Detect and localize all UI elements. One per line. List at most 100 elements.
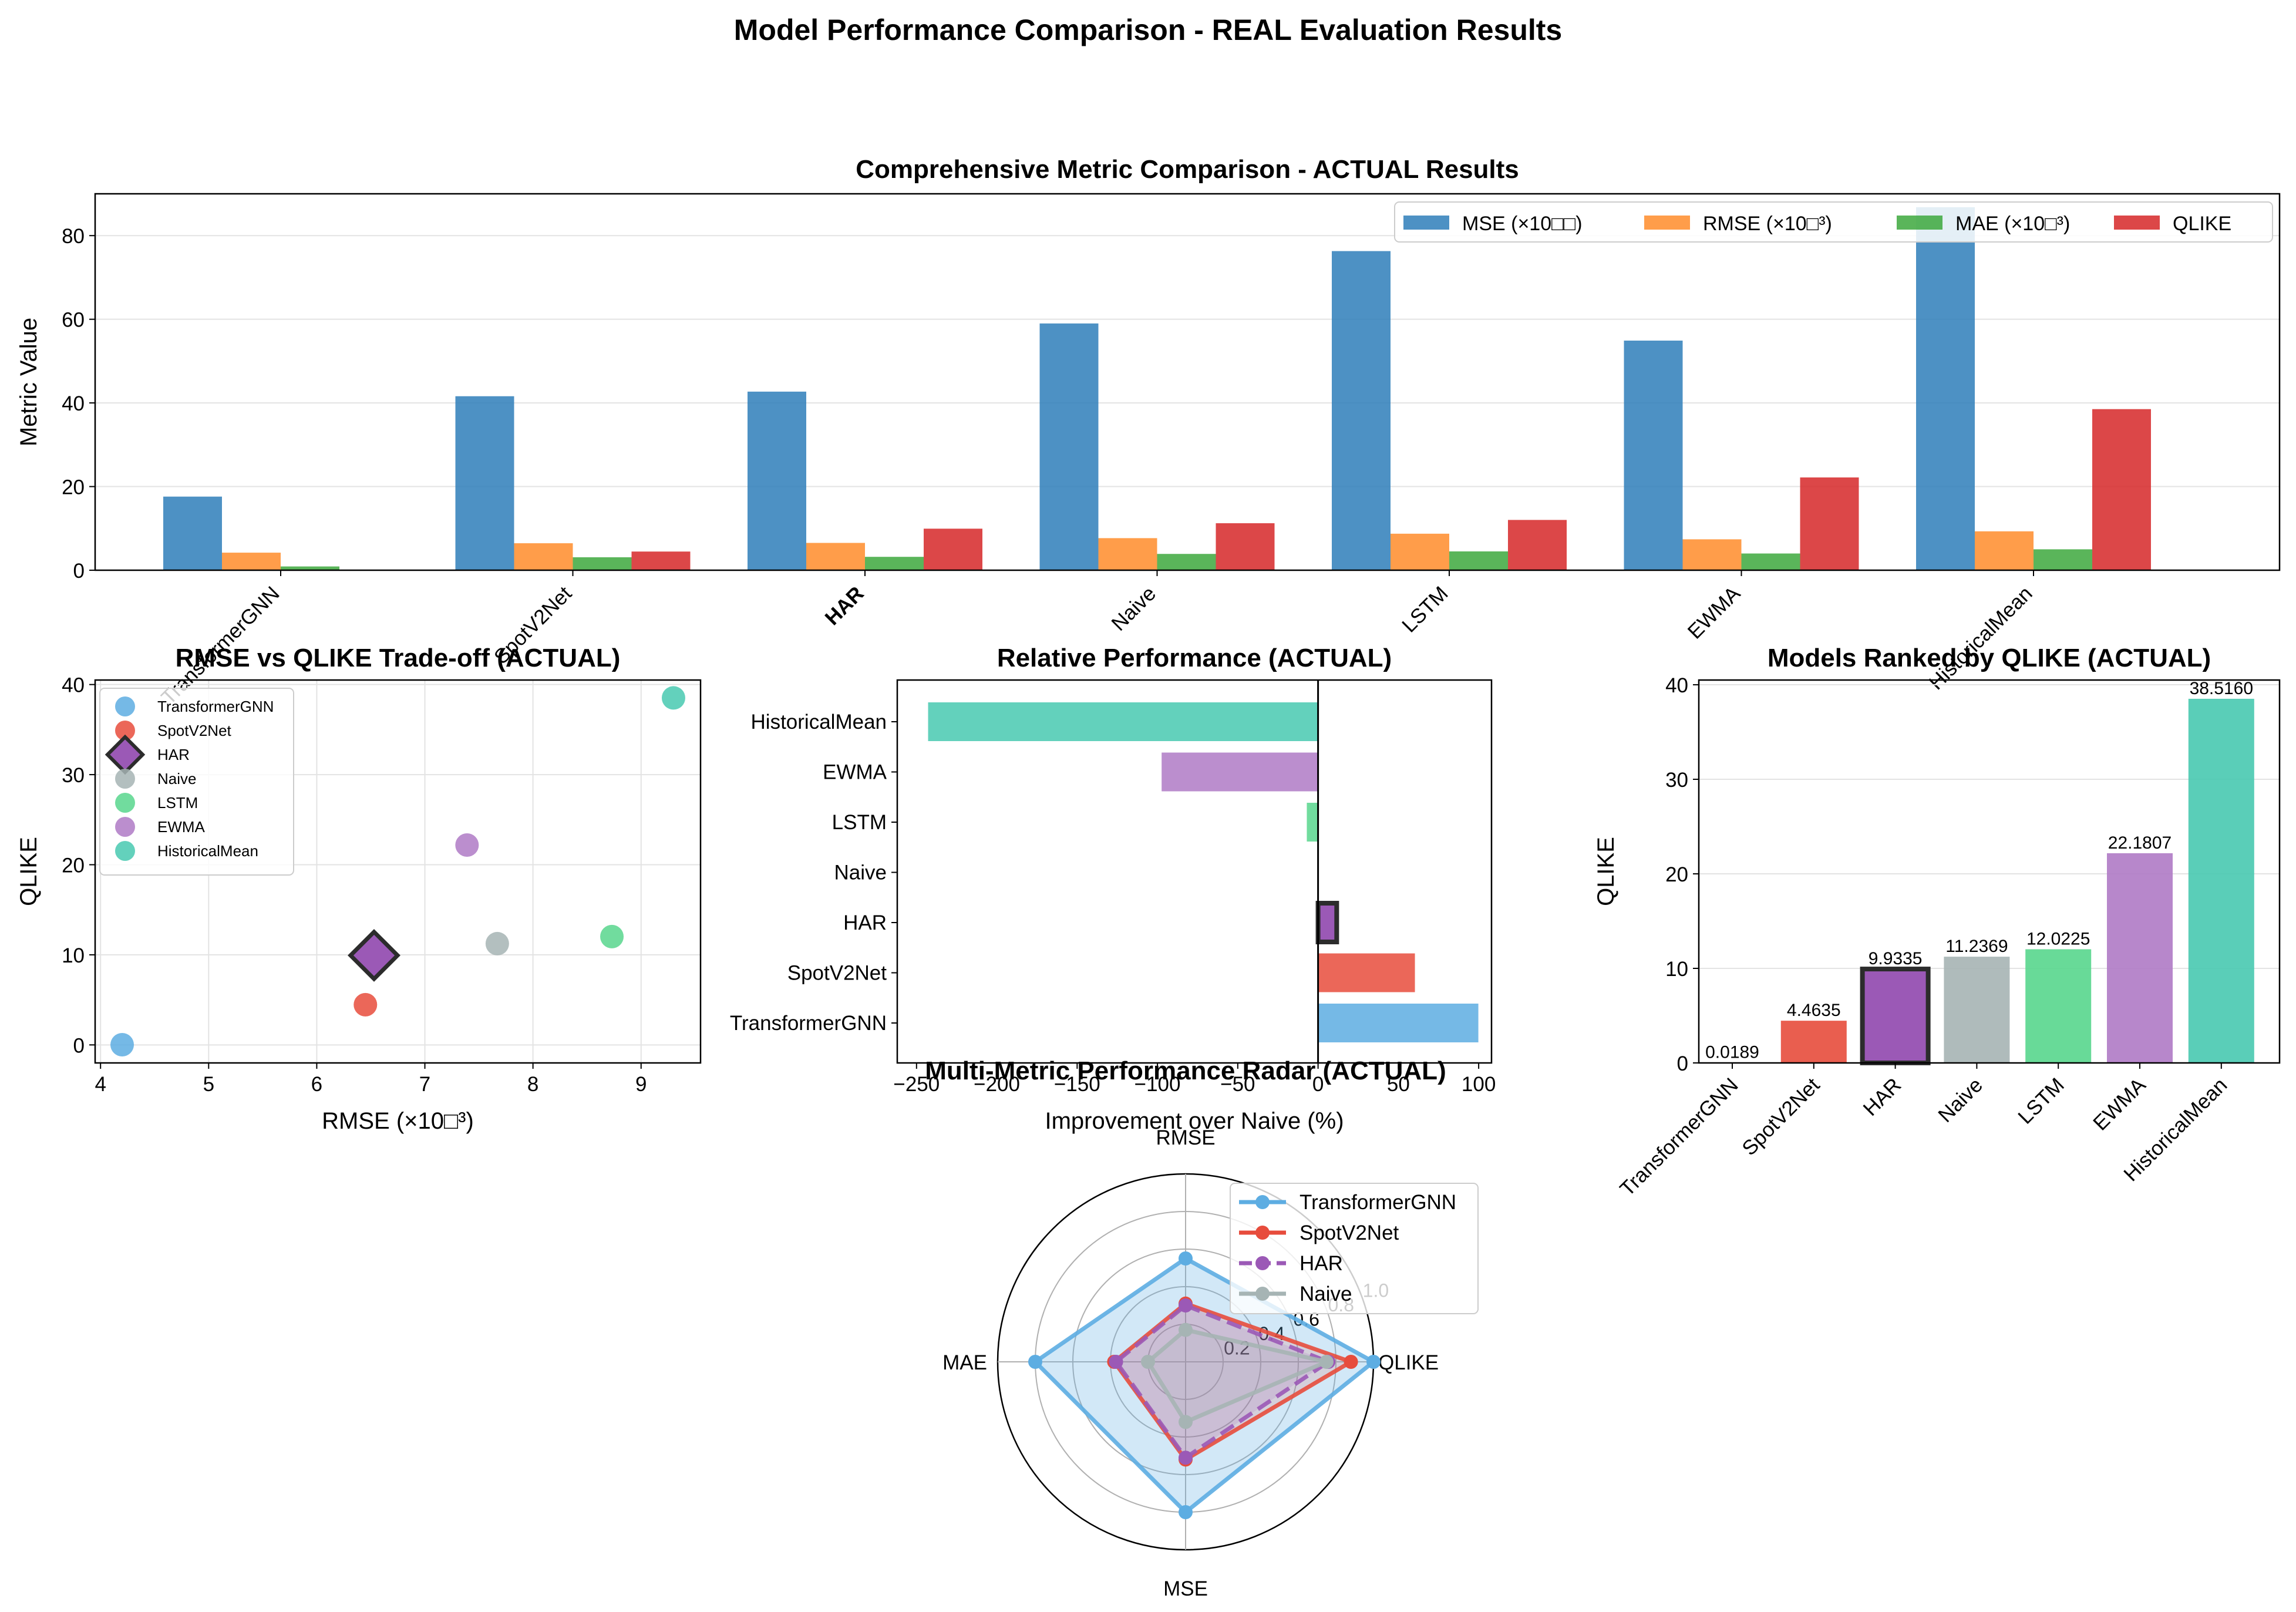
- scatter-point-spotv2net: [354, 992, 378, 1017]
- plot-frame: [1698, 679, 2281, 1064]
- radar-axis-label: QLIKE: [1378, 1351, 1439, 1374]
- legend-label: QLIKE: [2173, 213, 2231, 235]
- x-tick-label: 7: [419, 1073, 430, 1096]
- y-tick-label: 60: [62, 309, 85, 332]
- legend-label: Naive: [1300, 1283, 1352, 1305]
- legend-label: HistoricalMean: [157, 842, 258, 860]
- qlike-bar-historicalmean: [2188, 698, 2254, 1063]
- legend-marker: [1255, 1256, 1270, 1270]
- legend-swatch: [1644, 216, 1690, 230]
- legend-box: [1394, 201, 2273, 243]
- x-tick-label: −150: [1054, 1073, 1100, 1096]
- figure-suptitle: Model Performance Comparison - REAL Eval…: [734, 14, 1562, 46]
- data-label: 38.5160: [2190, 679, 2253, 698]
- qlike-bar-ewma: [2107, 853, 2173, 1063]
- bar-qlike: [924, 529, 982, 570]
- legend-marker: [115, 817, 135, 837]
- radar-point: [1141, 1355, 1155, 1369]
- data-label: 12.0225: [2026, 929, 2090, 948]
- bar-mae: [1449, 551, 1508, 570]
- scatter-point-har: [348, 928, 400, 982]
- y-tick-label: 40: [62, 674, 85, 697]
- y-tick-label: 80: [62, 225, 85, 248]
- x-tick-label: −50: [1220, 1073, 1255, 1096]
- bar-qlike: [1508, 520, 1567, 570]
- y-tick-label: HAR: [843, 911, 887, 934]
- scatter-point-lstm: [600, 924, 624, 948]
- scatter-point-naive: [485, 931, 509, 955]
- legend-marker: [1255, 1287, 1270, 1301]
- radar-point: [1366, 1355, 1381, 1369]
- bar-rmse: [1975, 531, 2034, 570]
- x-tick-label: 6: [311, 1073, 322, 1096]
- plot-frame: [94, 679, 702, 1064]
- y-tick-label: 0: [73, 1034, 85, 1057]
- y-tick-label: 10: [62, 944, 85, 967]
- radar-point: [1028, 1355, 1042, 1369]
- legend-label: SpotV2Net: [157, 722, 232, 739]
- legend-swatch: [1403, 216, 1449, 230]
- bar-mae: [573, 557, 632, 570]
- data-label: 22.1807: [2108, 833, 2172, 853]
- x-tick-label: 5: [203, 1073, 214, 1096]
- x-axis-label: RMSE (×10□³): [322, 1108, 474, 1134]
- bar-qlike: [2092, 409, 2151, 570]
- bar-mse: [1916, 207, 1975, 570]
- data-label: 4.4635: [1787, 1001, 1841, 1020]
- legend-marker: [1255, 1195, 1270, 1209]
- radar-point: [1179, 1451, 1193, 1465]
- bar-group: [163, 207, 2151, 570]
- relative-title: Relative Performance (ACTUAL): [997, 644, 1392, 672]
- bar-mae: [281, 566, 339, 570]
- x-tick-label: 100: [1462, 1073, 1496, 1096]
- legend-marker: [115, 721, 135, 741]
- qlike-bar-spotv2net: [1780, 1021, 1847, 1063]
- bar-rmse: [222, 553, 281, 570]
- y-axis-label: QLIKE: [16, 837, 42, 906]
- bar-rmse: [1098, 538, 1157, 570]
- legend-label: RMSE (×10□³): [1703, 213, 1832, 235]
- x-axis-label: Improvement over Naive (%): [1045, 1108, 1344, 1134]
- radar-point: [1344, 1355, 1358, 1369]
- scatter-point-transformergnn: [110, 1033, 134, 1057]
- legend: MSE (×10□□) RMSE (×10□³) MAE (×10□³) QLIKE: [1394, 201, 2273, 243]
- x-tick-label: −250: [893, 1073, 940, 1096]
- x-tick-label: 4: [95, 1073, 106, 1096]
- radar-point: [1179, 1415, 1193, 1429]
- legend-label: EWMA: [157, 818, 206, 836]
- radar-point: [1179, 1322, 1193, 1337]
- bar-mse: [455, 396, 514, 570]
- qlike-bar-har: [1860, 967, 1931, 1065]
- data-label: 11.2369: [1945, 937, 2008, 956]
- plot-frame: [94, 193, 2281, 571]
- y-tick-label: 30: [1665, 769, 1688, 792]
- legend-marker: [115, 696, 135, 716]
- hbar-transformergnn: [1318, 1004, 1479, 1042]
- bar-rmse: [1682, 539, 1742, 570]
- metric-comparison-panel: Comprehensive Metric Comparison - ACTUAL…: [16, 155, 2281, 709]
- legend-swatch: [1897, 216, 1942, 230]
- legend-label: TransformerGNN: [157, 698, 274, 715]
- x-tick-label: 50: [1387, 1073, 1410, 1096]
- bar-mae: [1157, 554, 1216, 570]
- radar-point: [1179, 1298, 1193, 1313]
- y-axis-label: Metric Value: [16, 318, 42, 446]
- legend-box: [1230, 1183, 1479, 1314]
- y-tick-label: HistoricalMean: [751, 711, 887, 733]
- bar-qlike: [631, 551, 691, 570]
- radar-axis-label: MAE: [942, 1351, 987, 1374]
- legend: TransformerGNN SpotV2Net HAR Naive: [1230, 1183, 1479, 1314]
- radar-point: [1319, 1355, 1334, 1369]
- qlike-bar-naive: [1944, 957, 2010, 1063]
- legend-label: MSE (×10□□): [1462, 213, 1583, 235]
- legend-marker: [115, 769, 135, 789]
- legend-label: HAR: [1300, 1252, 1343, 1275]
- ranked-title: Models Ranked by QLIKE (ACTUAL): [1768, 644, 2211, 672]
- y-tick-label: 40: [1665, 674, 1688, 697]
- y-tick-label: 30: [62, 764, 85, 787]
- y-tick-label: LSTM: [832, 811, 887, 834]
- radar-axis-label: RMSE: [1156, 1126, 1215, 1149]
- x-tick-label: 8: [527, 1073, 538, 1096]
- x-tick-label: 0: [1312, 1073, 1324, 1096]
